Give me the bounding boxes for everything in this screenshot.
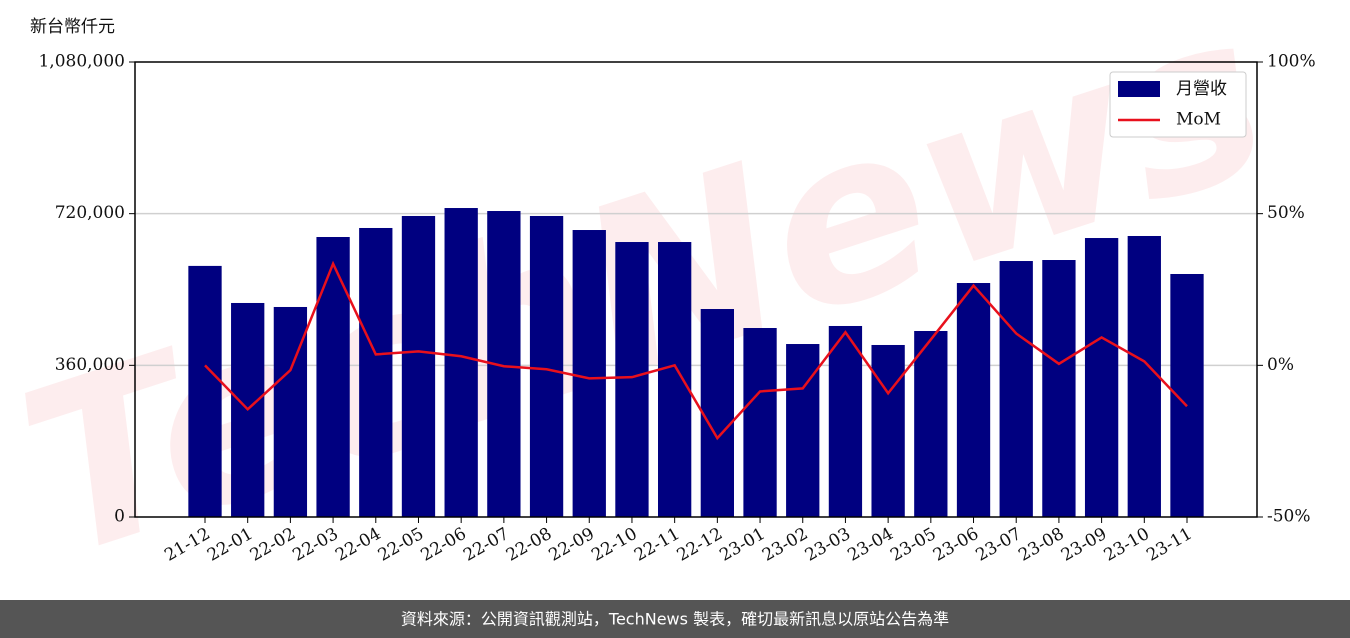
bar — [444, 208, 478, 517]
bar — [401, 215, 436, 517]
y2-tick-label: -50% — [1267, 507, 1311, 527]
bar — [914, 330, 948, 517]
bar — [1084, 238, 1119, 518]
x-tick-label: 22-11 — [631, 524, 683, 566]
bar — [828, 325, 863, 517]
bar — [658, 242, 692, 518]
y-tick-label: 1,080,000 — [38, 52, 125, 72]
x-tick-label: 23-04 — [844, 524, 896, 566]
bar — [188, 265, 222, 517]
bar — [1042, 260, 1076, 517]
y-axis-label: 新台幣仟元 — [30, 17, 115, 37]
x-tick-label: 22-06 — [417, 524, 469, 566]
x-tick-label: 22-08 — [503, 524, 555, 566]
y-tick-label: 360,000 — [55, 355, 125, 375]
x-tick-label: 23-09 — [1058, 524, 1110, 566]
x-tick-label: 22-10 — [588, 524, 640, 566]
x-tick-label: 23-11 — [1143, 524, 1195, 566]
line — [204, 260, 1188, 441]
x-tick-label: 23-05 — [887, 524, 939, 566]
y2-tick-label: 0% — [1267, 355, 1294, 375]
bar — [572, 230, 606, 517]
y2-tick-label: 100% — [1267, 52, 1316, 72]
footer: 資料來源：公開資訊觀測站，TechNews 製表，確切最新訊息以原站公告為準 — [401, 610, 949, 629]
legend-swatch — [1118, 81, 1160, 97]
x-tick-label: 23-08 — [1015, 524, 1067, 566]
footer-bar — [0, 600, 1350, 638]
y-tick-label: 720,000 — [55, 203, 125, 223]
bar — [743, 328, 777, 517]
bar — [529, 215, 564, 517]
legend-label: MoM — [1176, 110, 1221, 130]
y2-tick-label: 50% — [1267, 203, 1305, 223]
x-tick-label: 22-04 — [332, 524, 384, 566]
plot-frame — [134, 61, 1258, 518]
x-tick-label: 22-09 — [546, 524, 598, 566]
x-tick-label: 22-12 — [674, 524, 726, 566]
bar — [871, 344, 905, 517]
bar — [786, 344, 820, 517]
bar — [956, 283, 991, 517]
x-tick-label: 23-02 — [759, 524, 811, 566]
bar — [359, 227, 393, 518]
bar — [316, 237, 350, 518]
bar — [700, 309, 734, 517]
bar — [1127, 235, 1161, 518]
legend-label: 月營收 — [1176, 79, 1227, 99]
x-tick-label: 23-01 — [716, 524, 768, 566]
x-tick-label: 23-03 — [802, 524, 854, 566]
x-tick-label: 23-10 — [1101, 524, 1153, 566]
bar — [999, 261, 1033, 517]
x-tick-label: 23-06 — [930, 524, 982, 566]
x-tick-label: 23-07 — [973, 524, 1025, 566]
x-tick-label: 22-05 — [375, 524, 427, 566]
x-tick-label: 22-07 — [460, 524, 512, 566]
bar — [615, 242, 649, 518]
y-tick-label: 0 — [114, 507, 125, 527]
